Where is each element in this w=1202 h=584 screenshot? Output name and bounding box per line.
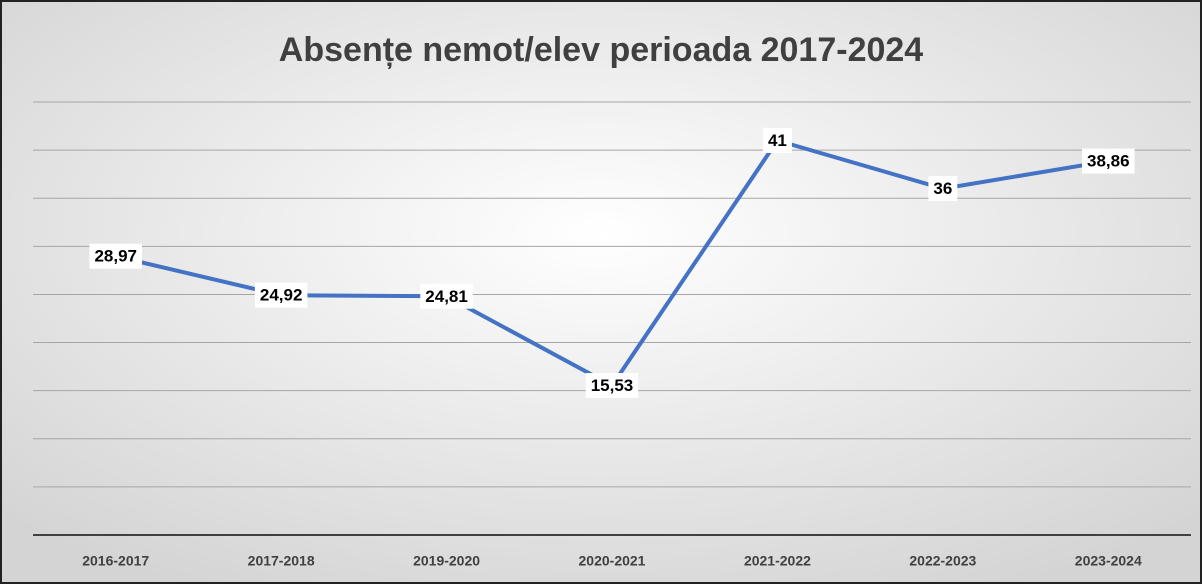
x-tick-label: 2021-2022 [744,553,811,569]
data-label-box [762,127,792,153]
data-label-group: 36 [928,176,958,202]
data-label-group: 24,92 [254,282,308,308]
data-label-box [585,373,639,399]
data-label: 24,81 [425,287,468,306]
x-tick-label: 2017-2018 [248,553,315,569]
data-label-group: 15,53 [585,373,639,399]
data-label-box [254,282,308,308]
x-tick-label: 2020-2021 [579,553,646,569]
x-tick-label: 2022-2023 [909,553,976,569]
data-label-group: 28,97 [89,243,142,269]
data-label-box [928,176,958,202]
data-label: 24,92 [260,286,303,305]
data-label: 28,97 [94,247,137,266]
data-label: 41 [768,131,787,150]
x-tick-label: 2016-2017 [82,553,149,569]
chart-title: Absențe nemot/elev perioada 2017-2024 [279,31,923,69]
data-label: 15,53 [591,376,634,395]
data-label-group: 24,81 [420,283,473,309]
data-label: 38,86 [1087,152,1130,171]
x-tick-label: 2019-2020 [413,553,480,569]
data-label-box [1082,148,1135,174]
data-label-group: 41 [762,127,792,153]
data-label-box [420,283,473,309]
x-tick-label: 2023-2024 [1075,553,1142,569]
data-label-box [89,243,142,269]
data-label: 36 [933,179,952,198]
data-label-group: 38,86 [1082,148,1135,174]
